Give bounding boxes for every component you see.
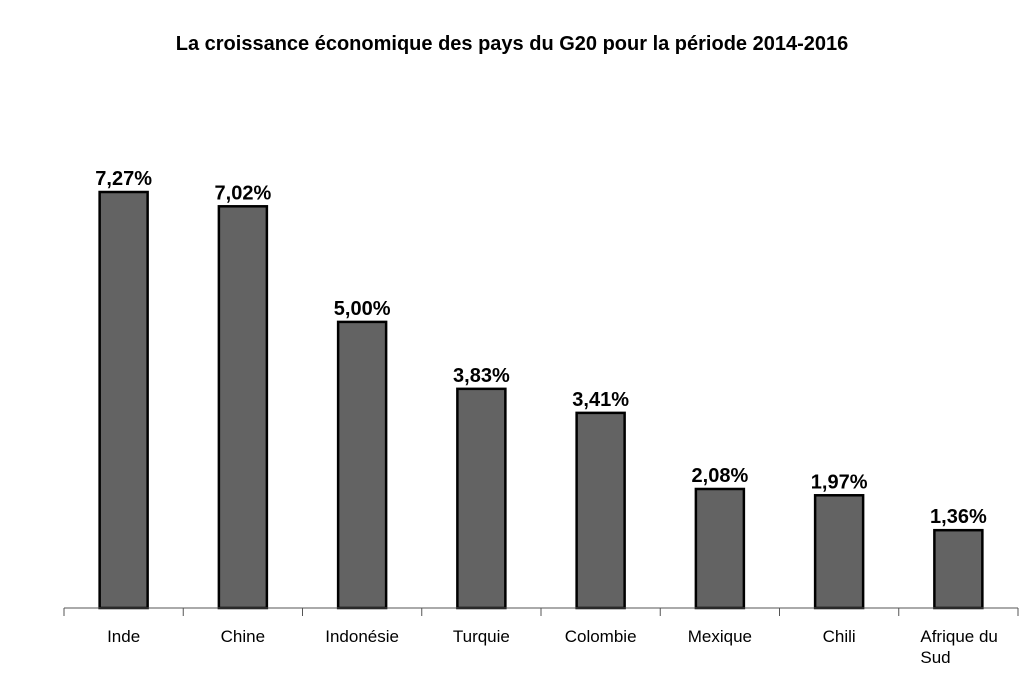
category-label-8: Afrique du Sud [920,627,998,667]
bars-layer [98,190,984,610]
value-label-7: 1,97% [811,471,868,493]
value-label-4: 3,83% [453,365,510,387]
category-label-5: Colombie [565,627,637,646]
value-label-5: 3,41% [572,389,629,411]
bar-3 [336,320,388,610]
value-label-8: 1,36% [930,506,987,528]
value-label-6: 2,08% [692,465,749,487]
value-label-2: 7,02% [215,182,272,204]
value-label-3: 5,00% [334,298,391,320]
value-label-1: 7,27% [95,168,152,190]
bar-6 [694,487,746,610]
bar-2 [217,205,269,610]
bar-5 [575,411,626,610]
bar-1 [98,190,149,610]
category-label-3: Indonésie [325,627,399,646]
bar-4 [456,387,507,610]
labels-layer: 7,27% Inde 7,02% Chine 5,00% Indonésie 3,83% Tu… [95,168,998,667]
category-label-6: Mexique [688,627,752,646]
category-label-1: Inde [107,627,140,646]
x-axis [63,607,1019,616]
bar-8 [933,528,984,610]
category-label-4: Turquie [453,627,510,646]
chart-title: La croissance économique des pays du G20… [175,33,849,55]
bar-7 [813,494,865,610]
category-label-7: Chili [823,627,856,646]
category-label-2: Chine [221,627,265,646]
